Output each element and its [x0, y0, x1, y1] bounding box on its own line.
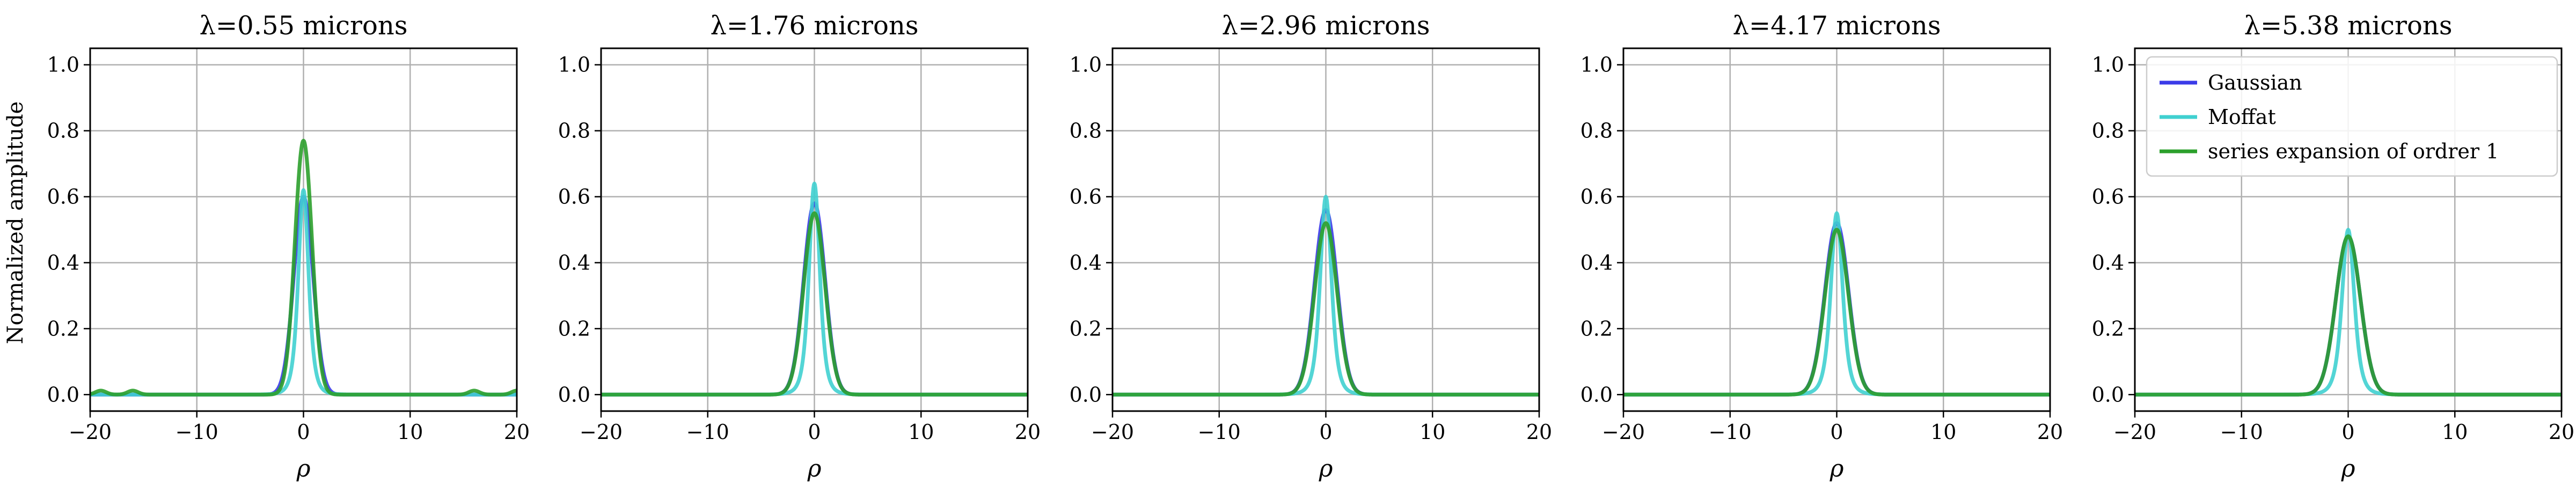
x-tick-label: 0 [297, 420, 310, 444]
panel-3: −20 −10 0 10 20 0.0 0.2 0.4 0.6 0.8 1.0 λ=2.96 micr… [1070, 11, 1553, 482]
x-tick-label: 0 [808, 420, 821, 444]
x-tick-label: −10 [1198, 420, 1241, 444]
panel-title: λ=1.76 microns [711, 11, 919, 41]
x-tick-label: −20 [2113, 420, 2156, 444]
panel-title: λ=2.96 microns [1222, 11, 1430, 41]
x-tick-label: 0 [1319, 420, 1332, 444]
x-tick-label: 20 [1526, 420, 1552, 444]
y-tick-label: 0.4 [1580, 251, 1613, 274]
y-tick-label: 0.4 [47, 251, 79, 274]
x-tick-label: 20 [2037, 420, 2063, 444]
y-tick-label: 1.0 [47, 53, 79, 77]
x-tick-label: 10 [1930, 420, 1956, 444]
x-axis-label: ρ [296, 455, 311, 482]
y-axis-label: Normalized amplitude [3, 101, 28, 345]
panel-title: λ=5.38 microns [2244, 11, 2453, 41]
x-tick-label: −10 [175, 420, 218, 444]
x-tick-label: −20 [580, 420, 623, 444]
y-tick-label: 0.8 [2092, 119, 2124, 143]
y-tick-label: 1.0 [1580, 53, 1613, 77]
x-tick-label: 10 [1419, 420, 1445, 444]
y-tick-label: 0.6 [558, 185, 590, 209]
x-axis-label: ρ [807, 455, 822, 482]
panel-5: −20 −10 0 10 20 0.0 0.2 0.4 0.6 0.8 1.0 λ=5.38 micr… [2092, 11, 2575, 482]
y-tick-label: 0.0 [1070, 383, 1102, 406]
y-tick-label: 0.2 [47, 317, 79, 340]
x-tick-label: 0 [2341, 420, 2354, 444]
y-tick-label: 1.0 [2092, 53, 2124, 77]
y-tick-label: 0.2 [1580, 317, 1613, 340]
y-tick-label: 0.4 [558, 251, 590, 274]
x-axis-label: ρ [2341, 455, 2355, 482]
x-tick-label: 10 [397, 420, 423, 444]
panel-4: −20 −10 0 10 20 0.0 0.2 0.4 0.6 0.8 1.0 λ=4.17 micr… [1580, 11, 2063, 482]
x-tick-label: 20 [1015, 420, 1041, 444]
x-tick-label: 10 [2442, 420, 2468, 444]
x-tick-label: 20 [2549, 420, 2574, 444]
y-tick-label: 0.2 [558, 317, 590, 340]
x-tick-label: −10 [2220, 420, 2263, 444]
legend-entry: series expansion of ordrer 1 [2208, 140, 2499, 163]
y-tick-label: 0.6 [47, 185, 79, 209]
x-tick-label: 10 [908, 420, 934, 444]
series-line-series [1113, 221, 1539, 397]
y-tick-label: 0.6 [2092, 185, 2124, 209]
series-line-series [2135, 234, 2562, 397]
y-tick-label: 1.0 [1070, 53, 1102, 77]
series-line-series [601, 211, 1028, 397]
y-tick-label: 0.6 [1070, 185, 1102, 209]
y-tick-label: 0.4 [1070, 251, 1102, 274]
y-tick-label: 0.0 [1580, 383, 1613, 406]
y-tick-label: 0.8 [1070, 119, 1102, 143]
y-tick-label: 0.6 [1580, 185, 1613, 209]
series-line-series [1623, 228, 2050, 397]
x-axis-label: ρ [1319, 455, 1333, 482]
x-tick-label: −20 [69, 420, 112, 444]
panel-title: λ=4.17 microns [1733, 11, 1941, 41]
y-tick-label: 0.0 [2092, 383, 2124, 406]
y-tick-label: 0.2 [2092, 317, 2124, 340]
x-tick-label: 20 [504, 420, 530, 444]
x-tick-label: 0 [1830, 420, 1843, 444]
x-tick-label: −20 [1091, 420, 1134, 444]
x-axis-label: ρ [1829, 455, 1844, 482]
legend-entry: Moffat [2208, 105, 2276, 129]
panels: −20 −10 0 10 20 0.0 0.2 0.4 0.6 0.8 1.0 λ=0.55 micr… [47, 11, 2575, 482]
panel-1: −20 −10 0 10 20 0.0 0.2 0.4 0.6 0.8 1.0 λ=0.55 micr… [47, 11, 530, 482]
y-tick-label: 0.8 [1580, 119, 1613, 143]
x-tick-label: −10 [1709, 420, 1752, 444]
y-tick-label: 0.0 [558, 383, 590, 406]
y-tick-label: 0.8 [47, 119, 79, 143]
panel-title: λ=0.55 microns [200, 11, 408, 41]
y-tick-label: 1.0 [558, 53, 590, 77]
x-tick-label: −20 [1602, 420, 1645, 444]
y-tick-label: 0.8 [558, 119, 590, 143]
y-tick-label: 0.0 [47, 383, 79, 406]
legend: Gaussian Moffat series expansion of ordrer… [2146, 56, 2558, 177]
series-line-series [90, 138, 517, 397]
y-tick-label: 0.2 [1070, 317, 1102, 340]
y-tick-label: 0.4 [2092, 251, 2124, 274]
x-tick-label: −10 [686, 420, 729, 444]
panel-2: −20 −10 0 10 20 0.0 0.2 0.4 0.6 0.8 1.0 λ=1.76 micr… [558, 11, 1041, 482]
legend-entry: Gaussian [2208, 71, 2302, 94]
